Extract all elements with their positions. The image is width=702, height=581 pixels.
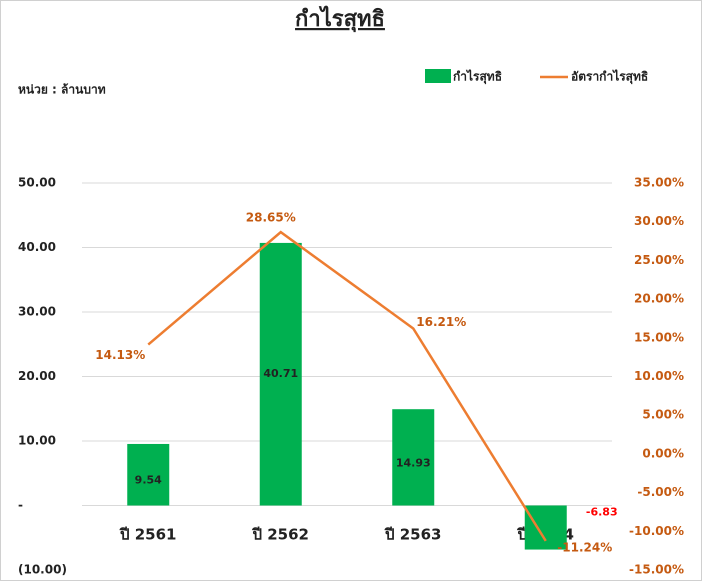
bar-label: -6.83 xyxy=(586,506,618,519)
line-label: 28.65% xyxy=(246,211,296,225)
legend-label: กำไรสุทธิ xyxy=(453,69,502,85)
y2-tick-label: 20.00% xyxy=(634,292,684,306)
y2-tick-label: 5.00% xyxy=(642,408,684,422)
bar xyxy=(127,443,170,506)
bar xyxy=(392,409,435,506)
chart-title: กำไรสุทธิ xyxy=(295,5,385,33)
line-label: -11.24% xyxy=(557,540,612,554)
line-label: 14.13% xyxy=(95,348,145,362)
y-tick-label: 50.00 xyxy=(18,176,56,190)
y2-tick-label: -15.00% xyxy=(629,563,684,577)
unit-note: หน่วย : ล้านบาท xyxy=(18,83,106,97)
x-tick-label: ปี 2563 xyxy=(384,526,441,544)
x-tick-label: ปี 2562 xyxy=(252,526,309,544)
y2-tick-label: 10.00% xyxy=(634,369,684,383)
y-tick-label: 10.00 xyxy=(18,434,56,448)
y2-tick-label: 0.00% xyxy=(642,446,684,460)
y2-tick-label: 15.00% xyxy=(634,330,684,344)
bar-label: 40.71 xyxy=(263,367,298,380)
y-tick-label: - xyxy=(18,498,23,512)
bar xyxy=(524,505,567,550)
y-tick-label: 20.00 xyxy=(18,369,56,383)
bar xyxy=(259,242,302,506)
y2-tick-label: -10.00% xyxy=(629,524,684,538)
legend-label: อัตรากำไรสุทธิ xyxy=(571,69,648,85)
y-tick-label: (10.00) xyxy=(18,563,67,577)
y-tick-label: 30.00 xyxy=(18,305,56,319)
y-tick-label: 40.00 xyxy=(18,240,56,254)
legend-swatch xyxy=(425,69,451,83)
bar-label: 9.54 xyxy=(135,474,162,487)
line xyxy=(147,230,547,542)
bar-label: 14.93 xyxy=(396,456,431,469)
y2-tick-label: -5.00% xyxy=(637,485,684,499)
y2-tick-label: 35.00% xyxy=(634,176,684,190)
x-tick-label: ปี 2561 xyxy=(119,526,176,544)
line-label: 16.21% xyxy=(416,315,466,329)
y2-tick-label: 25.00% xyxy=(634,253,684,267)
y2-tick-label: 30.00% xyxy=(634,214,684,228)
